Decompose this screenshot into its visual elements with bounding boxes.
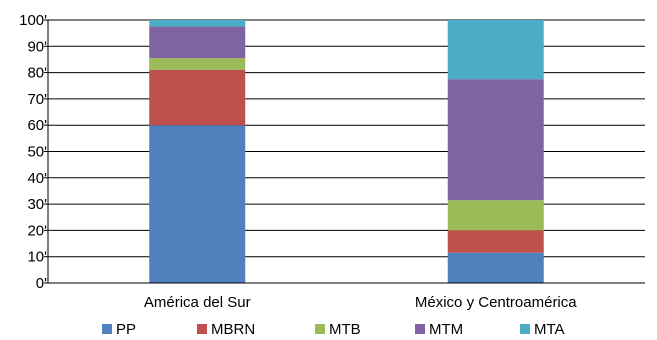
y-tick-label: 100' bbox=[19, 12, 47, 29]
y-axis-tick-labels: 0' 10' 20' 30' 40' 50' 60' 70' 80' 90' 100' bbox=[19, 12, 47, 292]
legend-swatch-mta bbox=[520, 324, 530, 334]
bar-segment-mbrn bbox=[447, 230, 544, 253]
y-tick-label: 70' bbox=[27, 91, 47, 108]
legend-label-mtm: MTM bbox=[429, 321, 463, 338]
y-tick-label: 10' bbox=[27, 249, 47, 266]
legend-swatch-mbrn bbox=[197, 324, 207, 334]
legend-label-mtb: MTB bbox=[329, 321, 361, 338]
bar-segment-mtb bbox=[149, 58, 246, 70]
legend-swatch-mtb bbox=[315, 324, 325, 334]
bar-segment-mtm bbox=[447, 79, 544, 201]
bar-segment-mtb bbox=[447, 200, 544, 231]
y-tick-label: 40' bbox=[27, 170, 47, 187]
y-tick-label: 20' bbox=[27, 222, 47, 239]
x-axis-category-labels: América del Sur México y Centroamérica bbox=[144, 294, 577, 311]
y-tick-label: 50' bbox=[27, 144, 47, 161]
bar-segment-pp bbox=[447, 252, 544, 283]
x-category-label: América del Sur bbox=[144, 294, 251, 311]
bar-segment-mta bbox=[447, 20, 544, 80]
y-tick-label: 0' bbox=[36, 275, 47, 292]
axes bbox=[44, 19, 645, 284]
x-category-label: México y Centroamérica bbox=[415, 294, 577, 311]
y-tick-label: 30' bbox=[27, 196, 47, 213]
y-tick-label: 90' bbox=[27, 38, 47, 55]
bars bbox=[149, 20, 544, 283]
y-tick-label: 80' bbox=[27, 65, 47, 82]
legend-label-mbrn: MBRN bbox=[211, 321, 255, 338]
legend-swatch-mtm bbox=[415, 324, 425, 334]
legend-swatch-pp bbox=[102, 324, 112, 334]
bar-segment-pp bbox=[149, 125, 246, 283]
bar-segment-mta bbox=[149, 20, 246, 27]
gridlines bbox=[48, 19, 645, 258]
legend-label-mta: MTA bbox=[534, 321, 565, 338]
bar-segment-mtm bbox=[149, 26, 246, 59]
legend-label-pp: PP bbox=[116, 321, 136, 338]
bar-segment-mbrn bbox=[149, 69, 246, 126]
y-tick-label: 60' bbox=[27, 117, 47, 134]
legend: PP MBRN MTB MTM MTA bbox=[102, 321, 565, 338]
